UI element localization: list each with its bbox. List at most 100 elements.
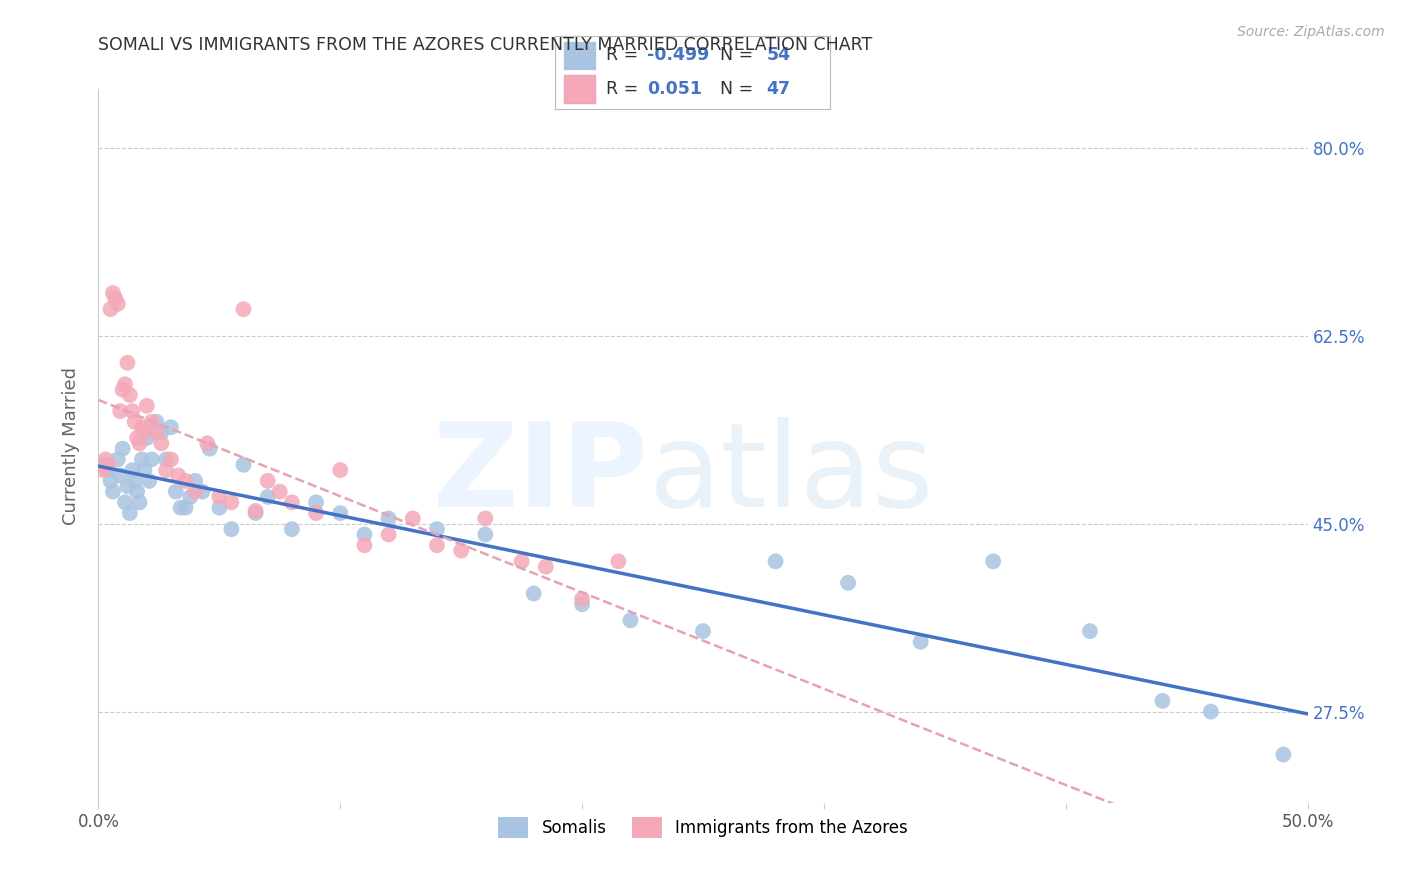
Point — [135, 399, 157, 413]
Point — [100, 302, 122, 317]
Point — [402, 511, 425, 525]
Point — [91, 458, 114, 472]
FancyBboxPatch shape — [564, 42, 595, 70]
Point — [329, 463, 352, 477]
Point — [124, 474, 146, 488]
Point — [619, 613, 641, 627]
Point — [245, 504, 267, 518]
Point — [256, 474, 278, 488]
Point — [208, 500, 231, 515]
Text: R =: R = — [606, 80, 650, 98]
Text: atlas: atlas — [648, 417, 934, 532]
Point — [111, 442, 134, 456]
Point — [281, 522, 304, 536]
Point — [305, 495, 328, 509]
Point — [765, 554, 787, 568]
Point — [329, 506, 352, 520]
Point — [426, 522, 449, 536]
Point — [837, 575, 859, 590]
Point — [94, 452, 117, 467]
Point — [184, 474, 207, 488]
Point — [377, 527, 399, 541]
Point — [108, 404, 131, 418]
Point — [127, 484, 149, 499]
Point — [174, 500, 197, 515]
Point — [101, 286, 124, 301]
Point — [692, 624, 714, 639]
Text: -0.499: -0.499 — [647, 46, 710, 64]
Point — [97, 458, 120, 472]
Point — [571, 591, 593, 606]
Text: 54: 54 — [766, 46, 790, 64]
Point — [104, 292, 127, 306]
Point — [91, 463, 114, 477]
Point — [150, 425, 173, 440]
Point — [208, 490, 231, 504]
Point — [121, 404, 143, 418]
Point — [111, 383, 134, 397]
Point — [269, 484, 291, 499]
Point — [534, 559, 557, 574]
Point — [114, 377, 136, 392]
Text: 0.051: 0.051 — [647, 80, 702, 98]
Text: ZIP: ZIP — [433, 417, 648, 532]
Point — [1078, 624, 1101, 639]
Point — [167, 468, 190, 483]
Point — [155, 452, 177, 467]
Point — [1152, 694, 1174, 708]
Point — [118, 506, 141, 520]
Point — [474, 511, 496, 525]
Point — [184, 484, 207, 499]
Point — [101, 484, 124, 499]
Point — [124, 415, 146, 429]
Point — [138, 474, 160, 488]
Y-axis label: Currently Married: Currently Married — [62, 367, 80, 525]
Point — [135, 431, 157, 445]
Point — [1272, 747, 1295, 762]
Point — [510, 554, 533, 568]
Point — [1199, 705, 1222, 719]
Legend: Somalis, Immigrants from the Azores: Somalis, Immigrants from the Azores — [492, 811, 914, 845]
Point — [127, 431, 149, 445]
Point — [128, 436, 150, 450]
Point — [450, 543, 472, 558]
Point — [117, 356, 139, 370]
Point — [141, 452, 163, 467]
Text: Source: ZipAtlas.com: Source: ZipAtlas.com — [1237, 25, 1385, 39]
Point — [191, 484, 214, 499]
Text: R =: R = — [606, 46, 644, 64]
Point — [134, 425, 156, 440]
Point — [117, 479, 139, 493]
Point — [245, 506, 267, 520]
Point — [97, 463, 120, 477]
Point — [107, 452, 129, 467]
Point — [174, 474, 197, 488]
Point — [353, 527, 375, 541]
Point — [910, 635, 932, 649]
Point — [281, 495, 304, 509]
Point — [121, 463, 143, 477]
Point — [150, 436, 173, 450]
Point — [221, 522, 243, 536]
Point — [134, 463, 156, 477]
Point — [179, 490, 201, 504]
Point — [107, 297, 129, 311]
Point — [128, 495, 150, 509]
Point — [377, 511, 399, 525]
Point — [131, 420, 153, 434]
Text: 47: 47 — [766, 80, 790, 98]
Point — [474, 527, 496, 541]
Point — [256, 490, 278, 504]
Point — [426, 538, 449, 552]
Point — [607, 554, 630, 568]
Text: N =: N = — [720, 80, 759, 98]
Point — [100, 474, 122, 488]
Point — [131, 452, 153, 467]
Point — [141, 415, 163, 429]
FancyBboxPatch shape — [564, 75, 595, 103]
Point — [353, 538, 375, 552]
Point — [114, 495, 136, 509]
Point — [108, 468, 131, 483]
Point — [145, 415, 167, 429]
Point — [981, 554, 1004, 568]
